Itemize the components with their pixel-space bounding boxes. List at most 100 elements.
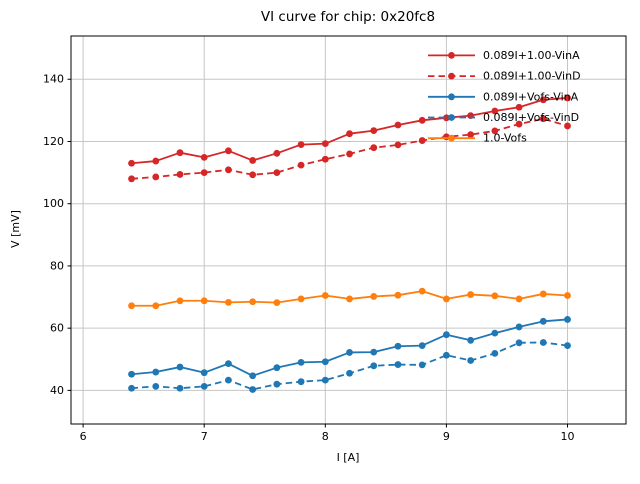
data-point-marker xyxy=(564,316,571,323)
data-point-marker xyxy=(370,127,378,134)
data-point-marker xyxy=(539,339,547,346)
data-point-marker xyxy=(467,131,475,139)
series-1.0-Vofs xyxy=(128,287,571,310)
data-point-marker xyxy=(346,295,353,303)
data-point-marker xyxy=(370,293,378,300)
x-tick-label: 10 xyxy=(561,430,575,443)
series-layer xyxy=(128,94,571,393)
data-point-marker xyxy=(321,376,329,384)
data-point-marker xyxy=(491,292,499,300)
data-point-marker xyxy=(346,369,353,377)
legend-label: 1.0-Vofs xyxy=(483,132,527,145)
legend-entry-1.0-Vofs: 1.0-Vofs xyxy=(428,132,527,145)
data-point-marker xyxy=(297,378,305,386)
data-point-marker xyxy=(491,107,499,115)
data-point-marker xyxy=(176,363,184,371)
x-tick-label: 6 xyxy=(80,430,87,443)
series-0.089I+1.00-VinA xyxy=(128,94,571,167)
data-point-marker xyxy=(394,291,402,299)
x-tick-label: 7 xyxy=(201,430,208,443)
legend-sample-marker xyxy=(448,134,455,142)
data-point-marker xyxy=(539,115,547,123)
data-point-marker xyxy=(394,141,402,149)
data-point-marker xyxy=(249,157,257,164)
data-point-marker xyxy=(564,342,571,349)
data-point-marker xyxy=(297,358,305,366)
y-tick-label: 60 xyxy=(50,322,64,335)
data-point-marker xyxy=(249,372,257,380)
data-point-marker xyxy=(225,376,232,384)
data-point-marker xyxy=(346,150,353,158)
data-point-marker xyxy=(370,362,378,370)
data-point-marker xyxy=(418,342,426,349)
data-point-marker xyxy=(128,175,135,183)
legend-sample-marker xyxy=(448,52,455,59)
legend-sample-marker xyxy=(448,93,455,101)
data-point-marker xyxy=(321,155,329,163)
data-point-marker xyxy=(443,295,450,303)
data-point-marker xyxy=(491,329,499,337)
data-point-marker xyxy=(200,169,208,176)
axis-ticks xyxy=(67,78,569,428)
data-point-marker xyxy=(418,116,426,124)
data-point-marker xyxy=(152,173,160,181)
data-point-marker xyxy=(273,169,281,176)
data-point-marker xyxy=(273,364,281,372)
data-point-marker xyxy=(273,380,281,388)
data-point-marker xyxy=(200,382,208,390)
legend-label: 0.089I+Vofs-VinA xyxy=(483,90,579,103)
axes-spines xyxy=(70,35,627,425)
data-point-marker xyxy=(515,323,523,331)
x-tick-label: 8 xyxy=(322,430,329,443)
data-point-marker xyxy=(297,141,305,148)
data-point-marker xyxy=(297,161,305,169)
data-point-marker xyxy=(564,94,571,102)
legend-label: 0.089I+1.00-VinA xyxy=(483,49,580,62)
data-point-marker xyxy=(128,370,135,378)
y-axis-label: V [mV] xyxy=(9,210,22,248)
data-point-marker xyxy=(321,292,329,299)
data-point-marker xyxy=(273,299,281,307)
data-point-marker xyxy=(539,290,547,298)
data-point-marker xyxy=(443,351,450,359)
data-point-marker xyxy=(128,159,135,167)
data-point-marker xyxy=(152,157,160,165)
data-point-marker xyxy=(515,103,523,111)
series-0.089I+Vofs-VinD xyxy=(128,339,571,393)
data-point-marker xyxy=(394,361,402,368)
data-point-marker xyxy=(176,297,184,305)
data-point-marker xyxy=(249,298,257,306)
series-line xyxy=(131,117,568,180)
data-point-marker xyxy=(394,342,402,350)
series-0.089I+Vofs-VinA xyxy=(128,316,571,380)
data-point-marker xyxy=(515,339,523,347)
data-point-marker xyxy=(467,336,475,344)
data-point-marker xyxy=(297,295,305,303)
y-tick-label: 140 xyxy=(43,73,64,86)
legend-entry-0.089I+1.00-VinA: 0.089I+1.00-VinA xyxy=(428,49,580,62)
x-axis-label: I [A] xyxy=(337,451,360,464)
data-point-marker xyxy=(249,171,257,179)
data-point-marker xyxy=(152,368,160,376)
data-point-marker xyxy=(128,302,135,310)
data-point-marker xyxy=(176,149,184,157)
series-0.089I+1.00-VinD xyxy=(128,115,571,183)
data-point-marker xyxy=(491,127,499,135)
data-point-marker xyxy=(249,386,257,393)
data-point-marker xyxy=(225,166,232,174)
data-point-marker xyxy=(225,298,232,306)
data-point-marker xyxy=(491,349,499,357)
data-point-marker xyxy=(564,292,571,299)
chart-title: VI curve for chip: 0x20fc8 xyxy=(261,9,435,25)
data-point-marker xyxy=(370,144,378,152)
data-point-marker xyxy=(346,349,353,356)
legend-label: 0.089I+1.00-VinD xyxy=(483,70,581,83)
legend-sample-marker xyxy=(448,72,455,80)
grid xyxy=(71,36,626,424)
data-point-marker xyxy=(467,291,475,298)
data-point-marker xyxy=(418,361,426,369)
legend-sample-marker xyxy=(448,114,455,121)
legend-label: 0.089I+Vofs-VinD xyxy=(483,111,579,124)
